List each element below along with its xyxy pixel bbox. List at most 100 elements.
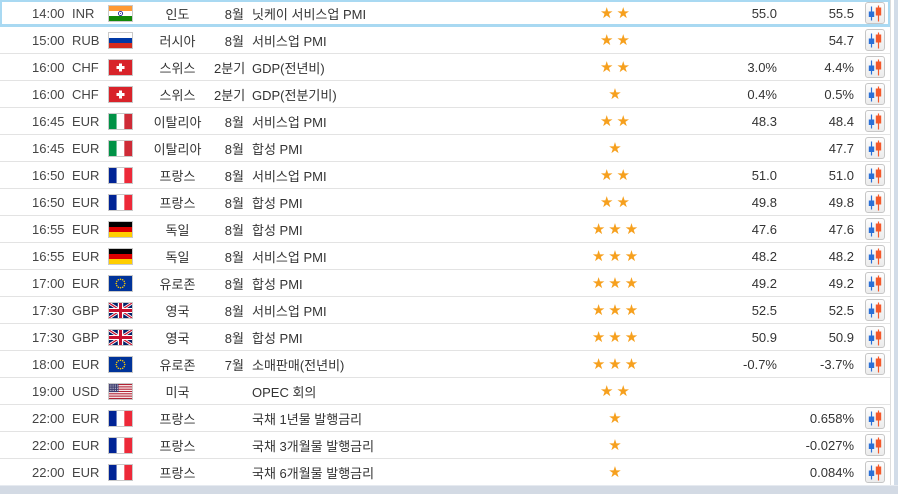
country-flag-cell xyxy=(108,4,141,22)
event-name-link[interactable]: 소매판매(전년비) xyxy=(252,357,345,373)
event-name-link[interactable]: 국채 6개월물 발행금리 xyxy=(252,465,375,481)
importance-stars: ★★★ xyxy=(591,248,642,264)
event-name-link[interactable]: 합성 PMI xyxy=(252,141,303,157)
chart-icon-cell xyxy=(854,461,890,483)
previous-value: 47.6 xyxy=(828,221,854,237)
candlestick-chart-icon[interactable] xyxy=(865,353,885,375)
chart-icon-cell xyxy=(854,191,890,213)
currency-code: CHF xyxy=(72,59,99,75)
calendar-event-row[interactable]: 16:00 CHF 스위스 2분기 GDP(전년비) ★★ 3.0% 4.4% xyxy=(0,54,890,81)
candlestick-chart-icon[interactable] xyxy=(865,2,885,24)
fr-flag-icon xyxy=(108,193,133,211)
candlestick-chart-icon[interactable] xyxy=(865,461,885,483)
calendar-event-row[interactable]: 17:30 GBP 영국 8월 서비스업 PMI ★★★ 52.5 52.5 xyxy=(0,297,890,324)
chart-icon-cell xyxy=(854,245,890,267)
event-name-link[interactable]: 닛케이 서비스업 PMI xyxy=(252,6,367,22)
calendar-event-row[interactable]: 16:55 EUR 독일 8월 서비스업 PMI ★★★ 48.2 48.2 xyxy=(0,243,890,270)
country-flag-cell xyxy=(108,166,141,184)
country-flag-cell xyxy=(108,355,141,373)
importance-stars: ★★ xyxy=(600,113,633,129)
event-period: 8월 xyxy=(224,303,244,319)
calendar-event-row[interactable]: 16:50 EUR 프랑스 8월 서비스업 PMI ★★ 51.0 51.0 xyxy=(0,162,890,189)
candlestick-chart-icon[interactable] xyxy=(865,110,885,132)
candlestick-chart-icon[interactable] xyxy=(865,29,885,51)
event-name-link[interactable]: 합성 PMI xyxy=(252,222,303,238)
candlestick-chart-icon[interactable] xyxy=(865,218,885,240)
candlestick-chart-icon[interactable] xyxy=(865,245,885,267)
event-time: 16:55 xyxy=(32,248,65,264)
event-time: 16:50 xyxy=(32,167,65,183)
event-time: 17:30 xyxy=(32,329,65,345)
eu-flag-icon xyxy=(108,355,133,373)
event-name-link[interactable]: 국채 3개월물 발행금리 xyxy=(252,438,375,454)
calendar-event-row[interactable]: 16:50 EUR 프랑스 8월 합성 PMI ★★ 49.8 49.8 xyxy=(0,189,890,216)
event-name-link[interactable]: 국채 1년물 발행금리 xyxy=(252,411,363,427)
previous-value: 0.5% xyxy=(824,86,854,102)
importance-stars: ★ xyxy=(608,464,625,480)
candlestick-chart-icon[interactable] xyxy=(865,326,885,348)
candlestick-chart-icon[interactable] xyxy=(865,191,885,213)
currency-code: EUR xyxy=(72,464,100,480)
currency-code: EUR xyxy=(72,437,100,453)
country-name: 영국 xyxy=(165,303,190,319)
country-flag-cell xyxy=(108,247,141,265)
actual-value: 47.6 xyxy=(751,221,777,237)
event-period: 8월 xyxy=(224,6,244,22)
event-name-link[interactable]: 서비스업 PMI xyxy=(252,168,327,184)
event-period: 8월 xyxy=(224,195,244,211)
calendar-event-row[interactable]: 19:00 USD 미국 OPEC 회의 ★★ xyxy=(0,378,890,405)
country-flag-cell xyxy=(108,220,141,238)
calendar-event-row[interactable]: 18:00 EUR 유로존 7월 소매판매(전년비) ★★★ -0.7% -3.… xyxy=(0,351,890,378)
calendar-event-row[interactable]: 15:00 RUB 러시아 8월 서비스업 PMI ★★ 54.7 xyxy=(0,27,890,54)
calendar-event-row[interactable]: 16:00 CHF 스위스 2분기 GDP(전분기비) ★ 0.4% 0.5% xyxy=(0,81,890,108)
currency-code: INR xyxy=(72,5,95,21)
candlestick-chart-icon[interactable] xyxy=(865,83,885,105)
country-flag-cell xyxy=(108,436,141,454)
calendar-event-row[interactable]: 14:00 INR 인도 8월 닛케이 서비스업 PMI ★★ 55.0 55.… xyxy=(0,0,890,27)
candlestick-chart-icon[interactable] xyxy=(865,164,885,186)
country-name: 프랑스 xyxy=(159,195,196,211)
right-page-background-strip xyxy=(894,0,898,494)
event-name-link[interactable]: 합성 PMI xyxy=(252,195,303,211)
candlestick-chart-icon[interactable] xyxy=(865,407,885,429)
chart-icon-cell xyxy=(854,2,890,24)
gb-flag-icon xyxy=(108,301,133,319)
de-flag-icon xyxy=(108,247,133,265)
event-name-link[interactable]: 서비스업 PMI xyxy=(252,114,327,130)
previous-value: 48.2 xyxy=(828,248,854,264)
chart-icon-cell xyxy=(854,353,890,375)
event-name-link[interactable]: GDP(전분기비) xyxy=(252,87,337,103)
gb-flag-icon xyxy=(108,328,133,346)
previous-value: 49.8 xyxy=(828,194,854,210)
event-name-link[interactable]: GDP(전년비) xyxy=(252,60,325,76)
event-name-link[interactable]: 합성 PMI xyxy=(252,330,303,346)
event-name-link[interactable]: OPEC 회의 xyxy=(252,384,317,400)
calendar-event-row[interactable]: 16:55 EUR 독일 8월 합성 PMI ★★★ 47.6 47.6 xyxy=(0,216,890,243)
candlestick-chart-icon[interactable] xyxy=(865,272,885,294)
actual-value: 49.8 xyxy=(751,194,777,210)
calendar-event-row[interactable]: 22:00 EUR 프랑스 국채 6개월물 발행금리 ★ 0.084% xyxy=(0,459,890,486)
candlestick-chart-icon[interactable] xyxy=(865,137,885,159)
event-name-link[interactable]: 서비스업 PMI xyxy=(252,249,327,265)
country-flag-cell xyxy=(108,85,141,103)
candlestick-chart-icon[interactable] xyxy=(865,56,885,78)
table-footer-bar xyxy=(0,485,898,494)
calendar-event-row[interactable]: 17:00 EUR 유로존 8월 합성 PMI ★★★ 49.2 49.2 xyxy=(0,270,890,297)
calendar-event-row[interactable]: 17:30 GBP 영국 8월 합성 PMI ★★★ 50.9 50.9 xyxy=(0,324,890,351)
de-flag-icon xyxy=(108,220,133,238)
actual-value: 3.0% xyxy=(747,59,777,75)
calendar-event-row[interactable]: 22:00 EUR 프랑스 국채 3개월물 발행금리 ★ -0.027% xyxy=(0,432,890,459)
fr-flag-icon xyxy=(108,409,133,427)
importance-stars: ★★ xyxy=(600,59,633,75)
event-name-link[interactable]: 서비스업 PMI xyxy=(252,303,327,319)
calendar-event-row[interactable]: 16:45 EUR 이탈리아 8월 합성 PMI ★ 47.7 xyxy=(0,135,890,162)
event-name-link[interactable]: 서비스업 PMI xyxy=(252,33,327,49)
candlestick-chart-icon[interactable] xyxy=(865,299,885,321)
event-name-link[interactable]: 합성 PMI xyxy=(252,276,303,292)
chart-icon-cell xyxy=(854,110,890,132)
candlestick-chart-icon[interactable] xyxy=(865,434,885,456)
importance-stars: ★ xyxy=(608,437,625,453)
previous-value: 4.4% xyxy=(824,59,854,75)
calendar-event-row[interactable]: 16:45 EUR 이탈리아 8월 서비스업 PMI ★★ 48.3 48.4 xyxy=(0,108,890,135)
calendar-event-row[interactable]: 22:00 EUR 프랑스 국채 1년물 발행금리 ★ 0.658% xyxy=(0,405,890,432)
